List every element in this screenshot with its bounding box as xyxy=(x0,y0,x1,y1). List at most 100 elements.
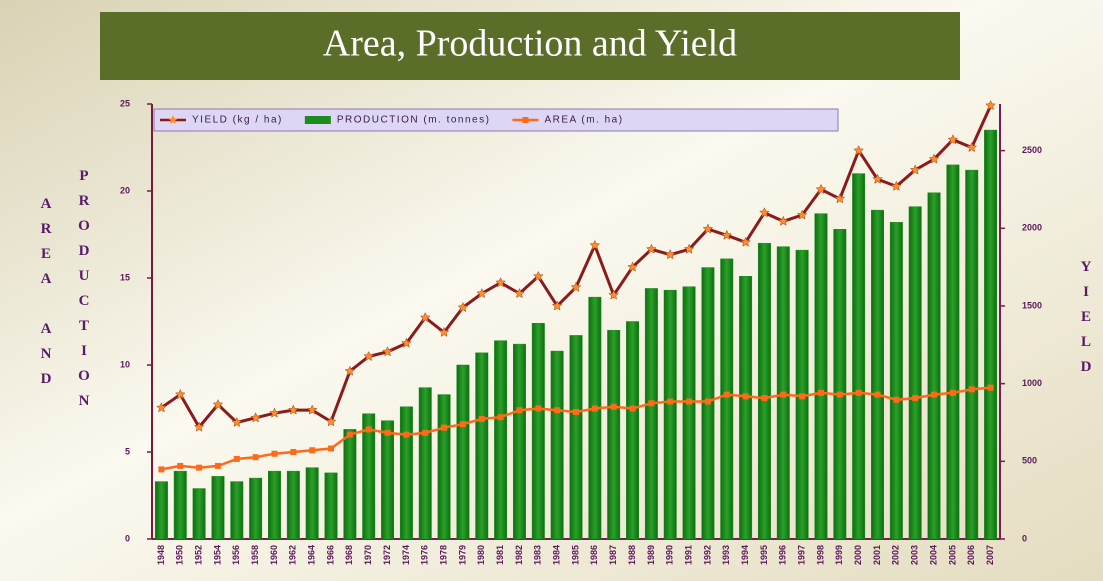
x-tick-label: 1988 xyxy=(627,545,637,565)
marker xyxy=(269,407,280,418)
bar xyxy=(192,488,206,540)
marker xyxy=(759,207,770,218)
y-tick-label: 25 xyxy=(120,98,130,108)
y2-tick-label: 2000 xyxy=(1022,223,1042,233)
marker xyxy=(987,384,994,391)
marker xyxy=(177,462,184,469)
marker xyxy=(853,144,865,156)
marker xyxy=(683,243,695,254)
marker xyxy=(365,426,372,433)
marker xyxy=(554,407,561,414)
marker xyxy=(290,449,297,455)
bar xyxy=(569,335,583,540)
x-tick-label: 1997 xyxy=(797,545,807,565)
marker xyxy=(912,395,919,402)
marker xyxy=(589,239,601,250)
x-tick-label: 1980 xyxy=(476,545,486,565)
marker xyxy=(815,183,827,195)
bar xyxy=(173,470,187,540)
marker xyxy=(834,193,846,204)
x-tick-label: 2001 xyxy=(872,545,882,565)
marker xyxy=(799,393,806,400)
bar xyxy=(720,258,734,540)
bar xyxy=(814,213,828,540)
marker xyxy=(250,412,262,423)
bar xyxy=(626,321,640,540)
bar xyxy=(588,296,602,540)
bar xyxy=(305,467,319,540)
marker xyxy=(441,424,448,431)
marker xyxy=(723,391,730,398)
x-tick-label: 1948 xyxy=(156,545,166,565)
marker xyxy=(287,404,299,415)
marker xyxy=(532,270,544,282)
marker xyxy=(495,277,507,288)
marker xyxy=(382,346,393,357)
y-tick-label: 5 xyxy=(125,446,130,456)
legend-marker xyxy=(168,115,178,124)
x-tick-label: 1985 xyxy=(570,545,580,565)
marker xyxy=(667,398,674,405)
bar xyxy=(362,413,376,540)
marker xyxy=(890,180,902,191)
x-tick-label: 1970 xyxy=(363,545,373,565)
bar xyxy=(739,276,753,540)
bar xyxy=(343,429,357,540)
marker xyxy=(761,395,768,402)
bar xyxy=(871,209,884,540)
y2-tick-label: 2500 xyxy=(1022,145,1042,155)
marker xyxy=(645,243,657,254)
marker xyxy=(193,421,205,432)
x-tick-label: 1982 xyxy=(514,545,524,565)
bar xyxy=(852,173,866,540)
x-tick-label: 1962 xyxy=(288,545,298,565)
x-tick-label: 1978 xyxy=(438,545,448,565)
x-tick-label: 1964 xyxy=(307,545,317,565)
x-tick-label: 2000 xyxy=(853,545,863,565)
bar xyxy=(286,470,300,540)
marker xyxy=(459,421,466,428)
x-tick-label: 1972 xyxy=(382,545,392,565)
x-tick-label: 1966 xyxy=(325,545,335,565)
y-tick-label: 0 xyxy=(125,533,130,543)
marker xyxy=(551,300,563,311)
x-tick-label: 1995 xyxy=(759,545,769,565)
marker xyxy=(516,407,523,414)
x-tick-label: 1996 xyxy=(778,545,788,565)
marker xyxy=(271,450,278,457)
marker xyxy=(478,415,485,422)
x-tick-label: 1981 xyxy=(495,545,505,565)
marker xyxy=(740,236,752,247)
bar xyxy=(946,164,960,540)
x-tick-label: 1998 xyxy=(815,545,825,565)
marker xyxy=(855,389,862,396)
x-tick-label: 1950 xyxy=(175,545,185,565)
bar xyxy=(682,286,696,540)
x-tick-label: 1993 xyxy=(721,545,731,565)
x-tick-label: 1968 xyxy=(344,545,354,565)
y2-tick-label: 0 xyxy=(1022,533,1027,543)
bar xyxy=(211,476,225,540)
bar xyxy=(984,129,998,540)
x-tick-label: 1956 xyxy=(231,545,241,565)
x-tick-label: 1986 xyxy=(589,545,599,565)
x-tick-label: 1990 xyxy=(665,545,675,565)
marker xyxy=(325,416,337,427)
marker xyxy=(535,405,542,412)
marker xyxy=(231,416,243,428)
x-tick-label: 1992 xyxy=(702,545,712,565)
x-tick-label: 1984 xyxy=(552,545,562,565)
x-tick-label: 1958 xyxy=(250,545,260,565)
bar xyxy=(927,192,941,540)
marker xyxy=(346,431,353,438)
marker xyxy=(664,249,676,260)
x-tick-label: 1987 xyxy=(608,545,618,565)
marker xyxy=(344,365,356,376)
bar xyxy=(268,470,281,540)
bar xyxy=(456,364,470,540)
x-tick-label: 1999 xyxy=(834,545,844,565)
marker xyxy=(403,431,410,438)
marker xyxy=(608,289,620,300)
marker xyxy=(306,404,318,415)
